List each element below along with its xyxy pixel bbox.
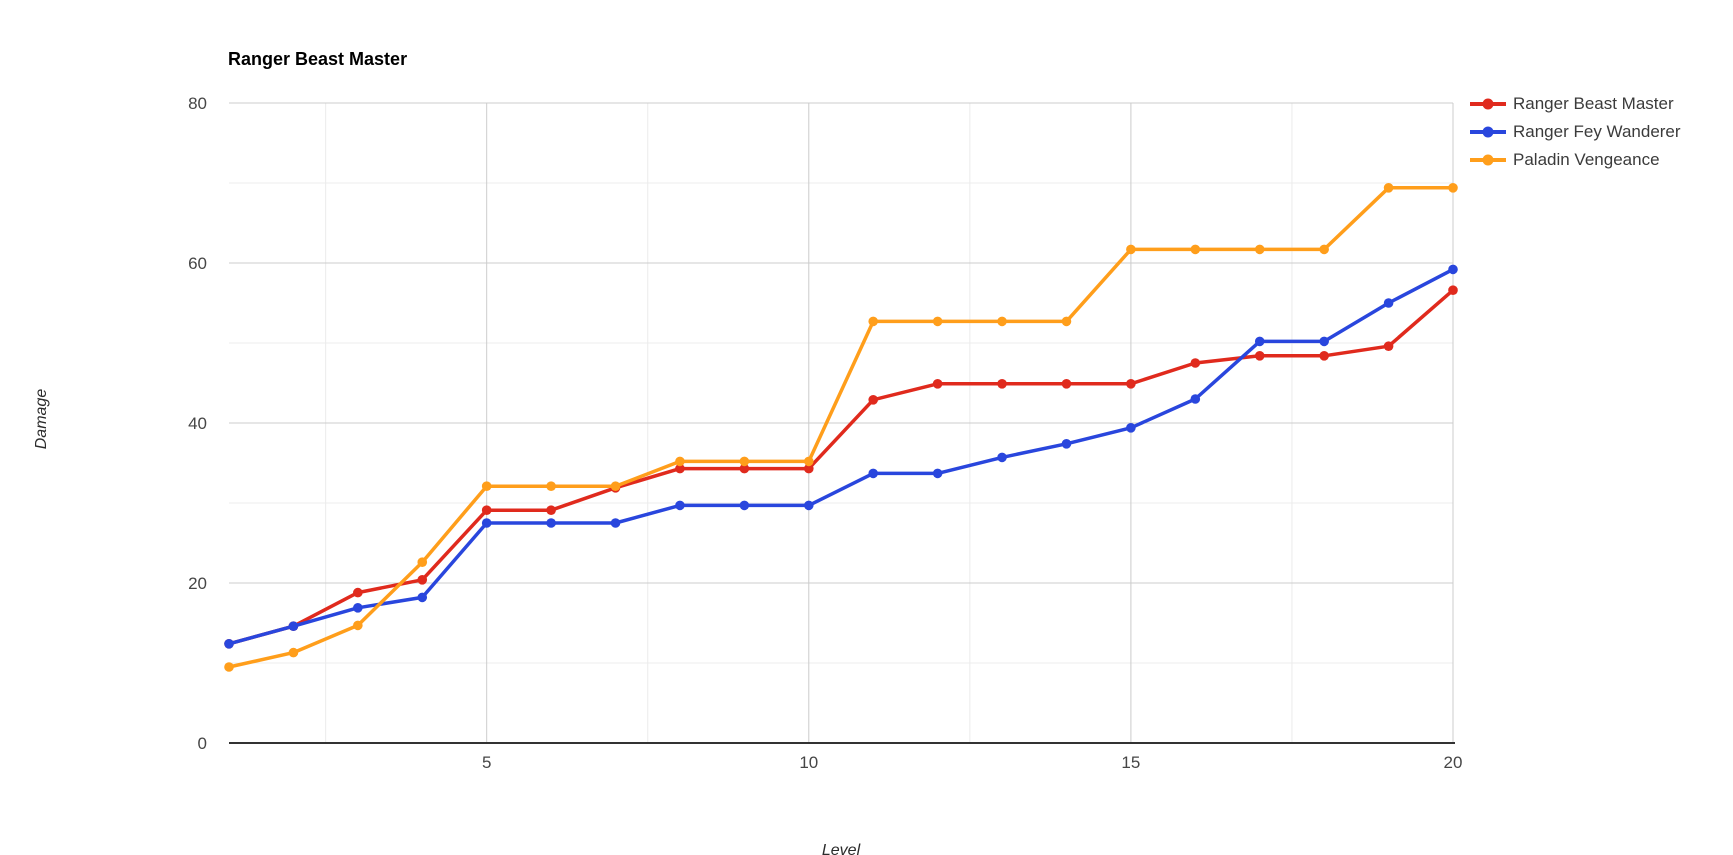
data-point-paladin-vengeance-level-9[interactable] — [739, 456, 750, 467]
data-point-paladin-vengeance-level-4[interactable] — [417, 557, 428, 567]
data-point-ranger-beast-master-level-13[interactable] — [997, 379, 1007, 389]
y-tick-label: 20 — [188, 574, 207, 593]
data-point-ranger-fey-wanderer-level-19[interactable] — [1383, 298, 1394, 308]
data-point-ranger-fey-wanderer-level-9[interactable] — [739, 500, 750, 511]
x-tick-label: 20 — [1444, 753, 1463, 772]
legend-item-paladin-vengeance[interactable]: Paladin Vengeance — [1470, 146, 1681, 174]
data-point-ranger-beast-master-level-8[interactable] — [675, 463, 685, 474]
chart-title: Ranger Beast Master — [228, 49, 408, 69]
data-point-paladin-vengeance-level-2[interactable] — [288, 647, 299, 658]
data-point-ranger-beast-master-level-12[interactable] — [932, 379, 943, 389]
data-point-ranger-fey-wanderer-level-4[interactable] — [417, 592, 428, 603]
data-point-ranger-beast-master-level-16[interactable] — [1190, 358, 1201, 368]
data-point-ranger-beast-master-level-9[interactable] — [739, 463, 750, 474]
data-point-paladin-vengeance-level-6[interactable] — [546, 481, 556, 492]
data-point-ranger-fey-wanderer-level-11[interactable] — [868, 468, 879, 479]
data-point-ranger-fey-wanderer-level-2[interactable] — [288, 621, 299, 631]
y-tick-label: 60 — [188, 254, 207, 273]
y-axis-title: Damage — [33, 388, 50, 450]
data-point-paladin-vengeance-level-7[interactable] — [610, 481, 621, 492]
data-point-paladin-vengeance-level-3[interactable] — [353, 620, 363, 631]
data-point-ranger-beast-master-level-11[interactable] — [868, 395, 879, 405]
data-point-ranger-beast-master-level-6[interactable] — [546, 505, 556, 515]
data-point-ranger-beast-master-level-4[interactable] — [417, 575, 428, 585]
data-point-paladin-vengeance-level-16[interactable] — [1190, 244, 1201, 255]
data-point-paladin-vengeance-level-12[interactable] — [932, 316, 943, 327]
data-point-ranger-fey-wanderer-level-6[interactable] — [546, 518, 556, 528]
data-point-ranger-fey-wanderer-level-17[interactable] — [1254, 336, 1265, 347]
data-point-paladin-vengeance-level-10[interactable] — [803, 456, 814, 467]
data-point-ranger-beast-master-level-3[interactable] — [353, 587, 363, 598]
data-point-ranger-beast-master-level-19[interactable] — [1383, 341, 1394, 352]
x-tick-label: 15 — [1121, 753, 1140, 772]
data-point-ranger-fey-wanderer-level-18[interactable] — [1319, 336, 1329, 347]
data-point-ranger-fey-wanderer-level-1[interactable] — [224, 639, 234, 649]
y-tick-label: 40 — [188, 414, 207, 433]
data-point-ranger-fey-wanderer-level-12[interactable] — [932, 468, 943, 479]
data-point-ranger-beast-master-level-20[interactable] — [1448, 285, 1458, 296]
series-line-paladin-vengeance — [227, 186, 1455, 669]
series-line-ranger-beast-master — [227, 288, 1455, 646]
data-point-ranger-beast-master-level-15[interactable] — [1126, 379, 1136, 389]
data-point-paladin-vengeance-level-14[interactable] — [1061, 316, 1072, 327]
data-point-ranger-fey-wanderer-level-3[interactable] — [353, 603, 363, 613]
data-point-paladin-vengeance-level-8[interactable] — [675, 456, 685, 467]
data-point-ranger-fey-wanderer-level-15[interactable] — [1126, 423, 1136, 433]
legend-label: Ranger Fey Wanderer — [1513, 122, 1681, 141]
data-point-ranger-fey-wanderer-level-13[interactable] — [997, 452, 1007, 463]
data-point-paladin-vengeance-level-17[interactable] — [1254, 244, 1265, 255]
legend-item-ranger-beast-master[interactable]: Ranger Beast Master — [1470, 90, 1681, 118]
data-point-ranger-fey-wanderer-level-16[interactable] — [1190, 394, 1201, 404]
data-point-ranger-fey-wanderer-level-8[interactable] — [675, 500, 685, 511]
data-point-paladin-vengeance-level-13[interactable] — [997, 316, 1007, 327]
data-point-ranger-beast-master-level-17[interactable] — [1254, 351, 1265, 361]
legend-swatch-icon — [1470, 126, 1506, 138]
data-point-paladin-vengeance-level-20[interactable] — [1448, 183, 1458, 193]
data-point-ranger-fey-wanderer-level-20[interactable] — [1448, 264, 1458, 275]
legend-swatch-icon — [1470, 98, 1506, 110]
legend-item-ranger-fey-wanderer[interactable]: Ranger Fey Wanderer — [1470, 118, 1681, 146]
y-tick-label: 0 — [198, 734, 207, 753]
data-point-paladin-vengeance-level-15[interactable] — [1126, 244, 1136, 255]
data-point-ranger-fey-wanderer-level-14[interactable] — [1061, 439, 1072, 449]
data-point-ranger-beast-master-level-5[interactable] — [481, 505, 492, 515]
series-line-ranger-fey-wanderer — [227, 267, 1455, 646]
x-tick-label: 10 — [799, 753, 818, 772]
data-point-ranger-fey-wanderer-level-10[interactable] — [803, 500, 814, 511]
data-point-ranger-beast-master-level-18[interactable] — [1319, 351, 1329, 361]
legend: Ranger Beast Master Ranger Fey Wanderer Pa… — [1470, 90, 1681, 174]
data-point-ranger-fey-wanderer-level-7[interactable] — [610, 518, 621, 528]
data-point-ranger-beast-master-level-14[interactable] — [1061, 379, 1072, 389]
x-tick-label: 5 — [482, 753, 491, 772]
data-point-ranger-beast-master-level-10[interactable] — [803, 463, 814, 474]
legend-swatch-icon — [1470, 154, 1506, 166]
data-point-paladin-vengeance-level-11[interactable] — [868, 316, 879, 327]
data-point-paladin-vengeance-level-5[interactable] — [481, 481, 492, 492]
data-point-paladin-vengeance-level-19[interactable] — [1383, 183, 1394, 193]
data-point-ranger-fey-wanderer-level-5[interactable] — [481, 518, 492, 528]
data-point-paladin-vengeance-level-1[interactable] — [224, 662, 234, 672]
y-tick-label: 80 — [188, 94, 207, 113]
legend-label: Ranger Beast Master — [1513, 94, 1674, 113]
legend-label: Paladin Vengeance — [1513, 150, 1660, 169]
data-point-paladin-vengeance-level-18[interactable] — [1319, 244, 1329, 255]
x-axis-title: Level — [821, 842, 861, 855]
